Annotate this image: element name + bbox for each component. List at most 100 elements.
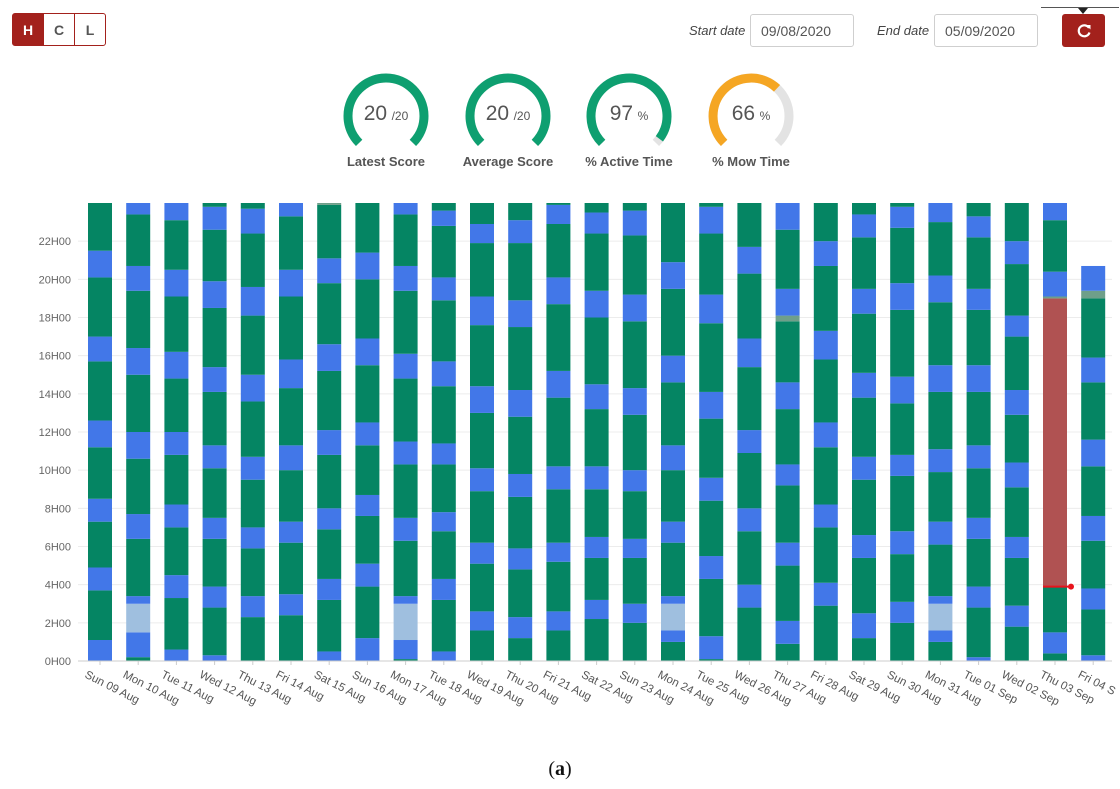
y-tick-label: 18H00 <box>39 313 71 325</box>
bar-segment-mow <box>164 378 189 432</box>
bar-segment-mow <box>546 561 571 612</box>
mode-c-button[interactable]: C <box>43 13 75 46</box>
y-tick-label: 6H00 <box>45 542 71 554</box>
bar-segment-mow <box>393 540 418 597</box>
bar-segment-mow <box>1081 466 1106 516</box>
bar-segment-charge <box>890 283 915 310</box>
bar-segment-mow <box>890 475 915 532</box>
bar-segment-idle <box>928 603 953 631</box>
bar-segment-charge <box>126 632 151 658</box>
bar-segment-mow <box>279 216 303 270</box>
bar-segment-mow <box>317 283 342 345</box>
bar-segment-charge <box>470 611 494 631</box>
bar-segment-idle <box>661 603 685 631</box>
bar-segment-mow <box>852 237 876 289</box>
bar-segment-charge <box>431 512 456 532</box>
bar-segment-charge <box>240 286 265 316</box>
bar-segment-charge <box>928 521 953 545</box>
bar-segment-charge <box>775 288 800 316</box>
bar-segment-mow <box>813 203 838 242</box>
bar-segment-mow <box>355 586 380 639</box>
bar-segment-mow <box>202 607 227 656</box>
refresh-button[interactable] <box>1062 14 1105 47</box>
bar-segment-charge <box>508 473 533 497</box>
bar-segment-mow <box>279 296 303 360</box>
bar-segment-mow <box>699 500 724 557</box>
bar-segment-mow <box>279 388 303 446</box>
bar-segment-mow <box>737 531 762 585</box>
tooltip-line <box>1041 7 1119 8</box>
view-mode-toggle[interactable]: H C L <box>12 13 106 46</box>
bar-segment-charge <box>508 300 533 328</box>
bar-segment-charge <box>966 445 991 469</box>
bar-segment-charge <box>661 521 685 543</box>
bar-segment-mow <box>622 491 647 539</box>
bar-segment-mow <box>737 367 762 431</box>
bar-segment-charge <box>393 640 418 660</box>
bar-segment-charge <box>622 210 647 236</box>
y-tick-label: 10H00 <box>39 465 71 477</box>
bar-segment-charge <box>88 567 112 591</box>
bar-segment-charge <box>508 617 533 639</box>
bar-segment-charge <box>88 336 112 362</box>
bar-segment-charge <box>890 206 915 228</box>
bar-segment-charge <box>1004 315 1029 337</box>
bar-segment-charge <box>393 596 418 604</box>
bar-segment-charge <box>966 586 991 608</box>
bar-segment-charge <box>890 601 915 623</box>
y-tick-label: 14H00 <box>39 389 71 401</box>
bar-segment-charge <box>584 384 609 410</box>
bar-segment-mow <box>775 643 800 661</box>
bar-segment-mow <box>699 203 724 207</box>
bar-segment-mow <box>240 233 265 287</box>
bar-segment-mow <box>240 617 265 661</box>
bar-segment-mow <box>240 401 265 457</box>
bar-segment-mow <box>737 452 762 509</box>
bar-segment-mow <box>1004 264 1029 316</box>
bar-segment-mow <box>393 378 418 442</box>
end-date-input[interactable] <box>934 14 1038 47</box>
bar-segment-mow <box>584 203 609 213</box>
bar-segment-charge <box>928 203 953 223</box>
start-date-input[interactable] <box>750 14 854 47</box>
bar-segment-mow <box>508 496 533 549</box>
mode-h-button[interactable]: H <box>12 13 44 46</box>
bar-segment-mow <box>126 657 151 661</box>
bar-segment-mow <box>202 391 227 446</box>
bar-segment-mow <box>1081 540 1106 589</box>
bar-segment-mow <box>661 641 685 661</box>
start-date-label: Start date <box>689 23 746 38</box>
bar-segment-mow <box>775 565 800 621</box>
bar-segment-mow <box>699 233 724 295</box>
bar-segment-charge <box>852 613 876 639</box>
bar-segment-charge <box>546 277 571 305</box>
gauge-average-score: 20 /20 Average Score <box>453 70 563 169</box>
bar-segment-charge <box>699 477 724 501</box>
end-date-label: End date <box>877 23 930 38</box>
bar-segment-charge <box>1081 588 1106 610</box>
bar-segment-mow <box>775 321 800 383</box>
y-tick-label: 8H00 <box>45 503 71 515</box>
bar-segment-charge <box>928 630 953 642</box>
bar-segment-charge <box>928 449 953 473</box>
bar-segment-mow <box>928 544 953 597</box>
bar-segment-mow <box>546 304 571 371</box>
bar-segment-charge <box>317 508 342 530</box>
bar-segment-charge <box>699 206 724 234</box>
caption-letter: a <box>555 758 565 780</box>
bar-segment-charge <box>393 441 418 465</box>
bar-segment-mow <box>661 382 685 446</box>
y-tick-label: 16H00 <box>39 351 71 363</box>
bar-segment-charge <box>393 265 418 291</box>
bar-segment-charge <box>1081 655 1106 661</box>
bar-segment-charge <box>1081 265 1106 291</box>
bar-segment-charge <box>355 338 380 366</box>
bar-segment-mow <box>470 412 494 469</box>
mode-l-button[interactable]: L <box>74 13 106 46</box>
bar-segment-charge <box>126 203 151 215</box>
bar-segment-charge <box>470 468 494 492</box>
bar-segment-mow <box>813 447 838 505</box>
bar-segment-charge <box>661 596 685 604</box>
bar-segment-mow <box>470 243 494 297</box>
bar-segment-mow <box>622 235 647 295</box>
